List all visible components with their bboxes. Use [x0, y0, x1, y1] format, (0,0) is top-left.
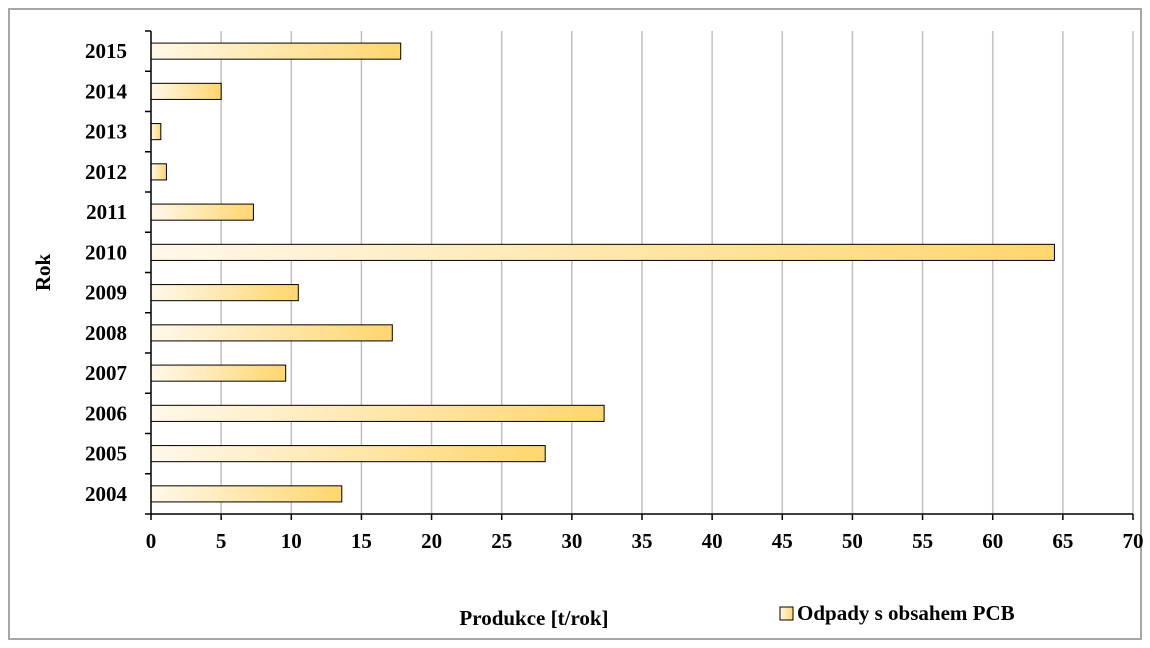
y-tick-label-2005: 2005: [85, 442, 127, 466]
bar-2006: [150, 404, 605, 422]
y-tick-label-2010: 2010: [85, 240, 127, 264]
y-axis-title: Rok: [31, 254, 55, 292]
x-tick-label-40: 40: [702, 529, 723, 553]
bar-2008: [150, 324, 393, 342]
bar-2012: [150, 163, 167, 181]
x-tick-label-25: 25: [491, 529, 512, 553]
y-tick-label-2013: 2013: [85, 120, 127, 144]
y-tick-label-2014: 2014: [85, 79, 128, 103]
x-tick-label-60: 60: [982, 529, 1003, 553]
x-axis-title: Produkce [t/rok]: [459, 606, 608, 630]
y-tick-label-2011: 2011: [86, 200, 127, 224]
legend-swatch: [779, 606, 794, 621]
x-tick-label-15: 15: [351, 529, 372, 553]
axes: 2004200520062007200820092010201120122013…: [85, 30, 1144, 553]
bar-2014: [150, 82, 222, 100]
y-tick-label-2006: 2006: [85, 401, 127, 425]
bar-2013: [150, 123, 162, 141]
y-tick-label-2004: 2004: [85, 482, 128, 506]
x-tick-label-45: 45: [772, 529, 793, 553]
y-tick-label-2012: 2012: [85, 160, 127, 184]
x-tick-label-55: 55: [912, 529, 933, 553]
x-tick-label-10: 10: [281, 529, 302, 553]
y-tick-label-2009: 2009: [85, 281, 127, 305]
gridlines: [220, 31, 1134, 514]
x-tick-label-5: 5: [216, 529, 227, 553]
x-tick-label-50: 50: [842, 529, 863, 553]
x-tick-label-65: 65: [1052, 529, 1073, 553]
bar-2009: [150, 284, 299, 302]
y-tick-label-2015: 2015: [85, 39, 127, 63]
bar-2005: [150, 445, 546, 463]
chart-frame: [8, 8, 1142, 640]
bar-2007: [150, 364, 287, 382]
y-tick-label-2007: 2007: [85, 361, 127, 385]
bars: [150, 42, 1055, 503]
legend-label: Odpady s obsahem PCB: [797, 601, 1015, 625]
x-tick-label-0: 0: [146, 529, 157, 553]
y-tick-label-2008: 2008: [85, 321, 127, 345]
bar-2011: [150, 203, 254, 221]
bar-2004: [150, 485, 343, 503]
bar-2010: [150, 243, 1055, 261]
x-tick-label-30: 30: [561, 529, 582, 553]
bar-2015: [150, 42, 402, 60]
x-tick-label-70: 70: [1123, 529, 1144, 553]
x-tick-label-35: 35: [632, 529, 653, 553]
legend: Odpady s obsahem PCB: [779, 601, 1015, 625]
x-tick-label-20: 20: [421, 529, 442, 553]
